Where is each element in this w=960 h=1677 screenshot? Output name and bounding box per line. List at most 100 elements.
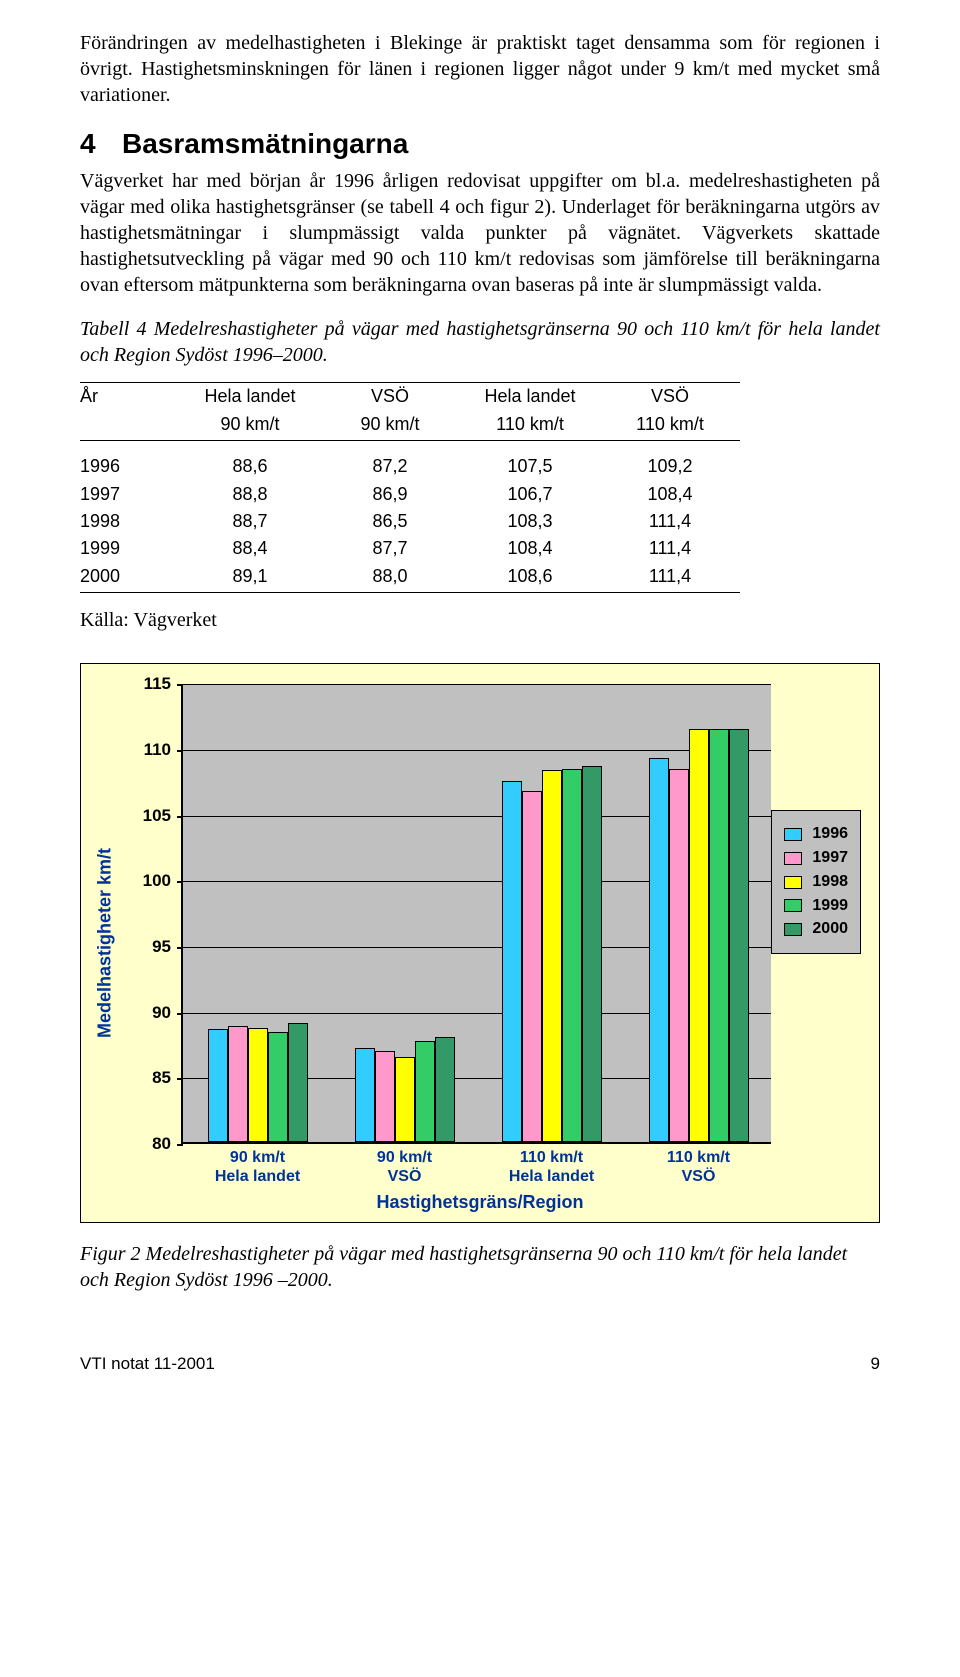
- table-cell: 1997: [80, 481, 180, 508]
- legend-item: 1996: [784, 824, 848, 845]
- legend-label: 1997: [812, 848, 848, 869]
- chart-bar: [248, 1028, 268, 1142]
- legend-item: 1999: [784, 896, 848, 917]
- y-tick-label: 105: [143, 805, 171, 827]
- table-cell: 88,0: [320, 563, 460, 593]
- y-tick-label: 100: [143, 870, 171, 892]
- chart-bar: [228, 1026, 248, 1142]
- footer-right: 9: [871, 1353, 880, 1375]
- th: [80, 411, 180, 441]
- footer-left: VTI notat 11-2001: [80, 1353, 215, 1375]
- chart-bar: [415, 1041, 435, 1142]
- chart-bar: [395, 1057, 415, 1142]
- bar-chart: Medelhastigheter km/t 808590951001051101…: [80, 663, 880, 1223]
- table-cell: 111,4: [600, 535, 740, 562]
- chart-bar: [375, 1051, 395, 1142]
- figure-caption: Figur 2 Medelreshastigheter på vägar med…: [80, 1241, 880, 1293]
- chart-bar: [435, 1037, 455, 1142]
- legend-swatch: [784, 828, 802, 841]
- table-cell: 108,4: [460, 535, 600, 562]
- y-axis-label: Medelhastigheter km/t: [93, 848, 116, 1038]
- table-source: Källa: Vägverket: [80, 607, 880, 633]
- x-axis-label: Hastighetsgräns/Region: [376, 1191, 583, 1214]
- table-cell: 107,5: [460, 441, 600, 481]
- chart-bar: [729, 729, 749, 1142]
- th-year: År: [80, 383, 180, 411]
- chart-bar: [208, 1029, 228, 1142]
- y-tick-label: 80: [152, 1133, 171, 1155]
- y-tick-label: 85: [152, 1067, 171, 1089]
- table-row: 200089,188,0108,6111,4: [80, 563, 740, 593]
- legend-item: 2000: [784, 919, 848, 940]
- th: VSÖ: [320, 383, 460, 411]
- table-cell: 88,8: [180, 481, 320, 508]
- th: VSÖ: [600, 383, 740, 411]
- th: 110 km/t: [600, 411, 740, 441]
- th: 90 km/t: [180, 411, 320, 441]
- x-category-label: 90 km/tHela landet: [184, 1148, 331, 1186]
- section-title: Basramsmätningarna: [122, 128, 408, 159]
- table-cell: 1998: [80, 508, 180, 535]
- chart-bar: [649, 758, 669, 1142]
- legend-label: 1998: [812, 872, 848, 893]
- table-cell: 87,7: [320, 535, 460, 562]
- data-table: År Hela landet VSÖ Hela landet VSÖ 90 km…: [80, 382, 740, 593]
- chart-bar: [562, 769, 582, 1142]
- table-cell: 108,3: [460, 508, 600, 535]
- legend-item: 1998: [784, 872, 848, 893]
- legend-label: 1999: [812, 896, 848, 917]
- section-paragraph: Vägverket har med början år 1996 årligen…: [80, 168, 880, 298]
- chart-bar: [709, 729, 729, 1142]
- table-cell: 88,4: [180, 535, 320, 562]
- table-cell: 88,7: [180, 508, 320, 535]
- chart-bar: [542, 770, 562, 1142]
- th: Hela landet: [460, 383, 600, 411]
- page-footer: VTI notat 11-2001 9: [80, 1353, 880, 1375]
- x-category-label: 110 km/tVSÖ: [625, 1148, 772, 1186]
- table-cell: 1996: [80, 441, 180, 481]
- th: Hela landet: [180, 383, 320, 411]
- chart-bar: [355, 1048, 375, 1143]
- y-tick-label: 95: [152, 936, 171, 958]
- table-cell: 87,2: [320, 441, 460, 481]
- chart-bar: [669, 769, 689, 1142]
- chart-bar: [689, 729, 709, 1142]
- table-row: 199788,886,9106,7108,4: [80, 481, 740, 508]
- legend-swatch: [784, 852, 802, 865]
- table-cell: 1999: [80, 535, 180, 562]
- table-row: 199988,487,7108,4111,4: [80, 535, 740, 562]
- table-cell: 111,4: [600, 508, 740, 535]
- table-cell: 2000: [80, 563, 180, 593]
- section-number: 4: [80, 126, 122, 162]
- intro-paragraph: Förändringen av medelhastigheten i Bleki…: [80, 30, 880, 108]
- th: 90 km/t: [320, 411, 460, 441]
- table-cell: 109,2: [600, 441, 740, 481]
- x-category-label: 90 km/tVSÖ: [331, 1148, 478, 1186]
- chart-bar: [288, 1023, 308, 1143]
- legend-swatch: [784, 923, 802, 936]
- legend-swatch: [784, 876, 802, 889]
- table-row: 199688,687,2107,5109,2: [80, 441, 740, 481]
- table-cell: 86,9: [320, 481, 460, 508]
- chart-bar: [502, 781, 522, 1142]
- chart-bar: [582, 766, 602, 1142]
- table-cell: 106,7: [460, 481, 600, 508]
- table-cell: 108,4: [600, 481, 740, 508]
- chart-plot-area: 8085909510010511011590 km/tHela landet90…: [181, 684, 771, 1144]
- legend-swatch: [784, 899, 802, 912]
- table-cell: 86,5: [320, 508, 460, 535]
- table-cell: 89,1: [180, 563, 320, 593]
- chart-bar: [268, 1032, 288, 1142]
- th: 110 km/t: [460, 411, 600, 441]
- x-category-label: 110 km/tHela landet: [478, 1148, 625, 1186]
- table-cell: 88,6: [180, 441, 320, 481]
- table-row: 199888,786,5108,3111,4: [80, 508, 740, 535]
- table-caption: Tabell 4 Medelreshastigheter på vägar me…: [80, 316, 880, 368]
- chart-legend: 1996 1997 1998 19992000: [771, 810, 861, 954]
- legend-label: 2000: [812, 919, 848, 940]
- legend-label: 1996: [812, 824, 848, 845]
- y-tick-label: 90: [152, 1002, 171, 1024]
- y-tick-label: 110: [144, 739, 171, 761]
- chart-bar: [522, 791, 542, 1142]
- table-cell: 108,6: [460, 563, 600, 593]
